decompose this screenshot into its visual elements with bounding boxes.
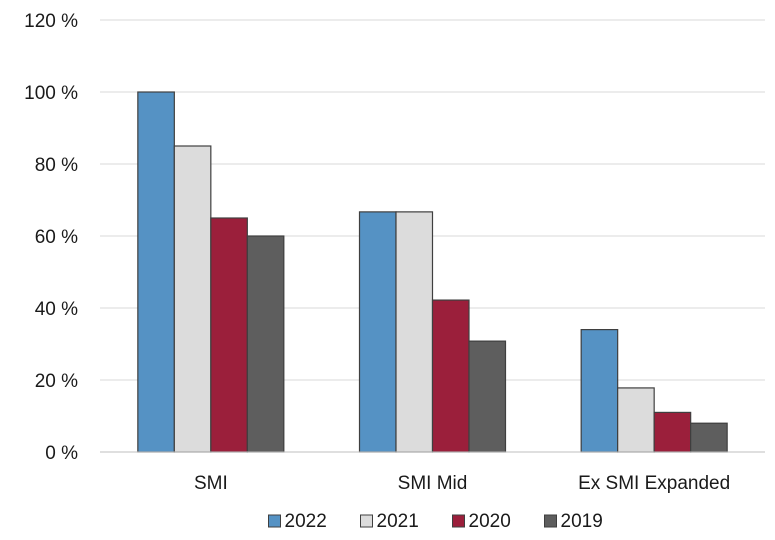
legend-label: 2021 [377,511,419,532]
bar-2019-2 [690,422,728,453]
legend: 2022 2021 2020 2019 [268,511,603,532]
legend-swatch-2020 [452,514,465,528]
bars [137,91,728,453]
legend-label: 2020 [469,511,511,532]
y-tick-label: 20 % [35,371,78,392]
bar-2021-2 [617,387,655,453]
y-tick-label: 80 % [35,155,78,176]
x-tick-label: SMI [194,473,228,494]
legend-label: 2022 [285,511,327,532]
y-tick-label: 60 % [35,227,78,248]
x-tick-label: Ex SMI Expanded [578,473,730,494]
bar-2022-2 [580,329,619,453]
bar-2020-1 [431,299,470,453]
y-axis-ticks: 0 % 20 % 40 % 60 % 80 % 100 % 120 % [24,11,78,464]
bar-2020-0 [210,217,248,453]
y-tick-label: 40 % [35,299,78,320]
legend-swatch-2021 [360,514,373,528]
y-tick-label: 100 % [24,83,78,104]
y-tick-label: 120 % [24,11,78,32]
bar-2019-0 [246,235,285,453]
bar-2021-0 [173,145,212,453]
x-axis-ticks: SMI SMI Mid Ex SMI Expanded [194,473,730,494]
bar-2021-1 [395,211,434,453]
bar-2019-1 [468,340,507,453]
x-tick-label: SMI Mid [398,473,468,494]
bar-2022-0 [137,91,175,453]
legend-swatch-2019 [544,514,557,528]
bar-2020-2 [653,411,692,453]
legend-swatch-2022 [268,514,281,528]
y-tick-label: 0 % [45,443,78,464]
legend-label: 2019 [561,511,603,532]
bar-2022-1 [358,211,397,453]
